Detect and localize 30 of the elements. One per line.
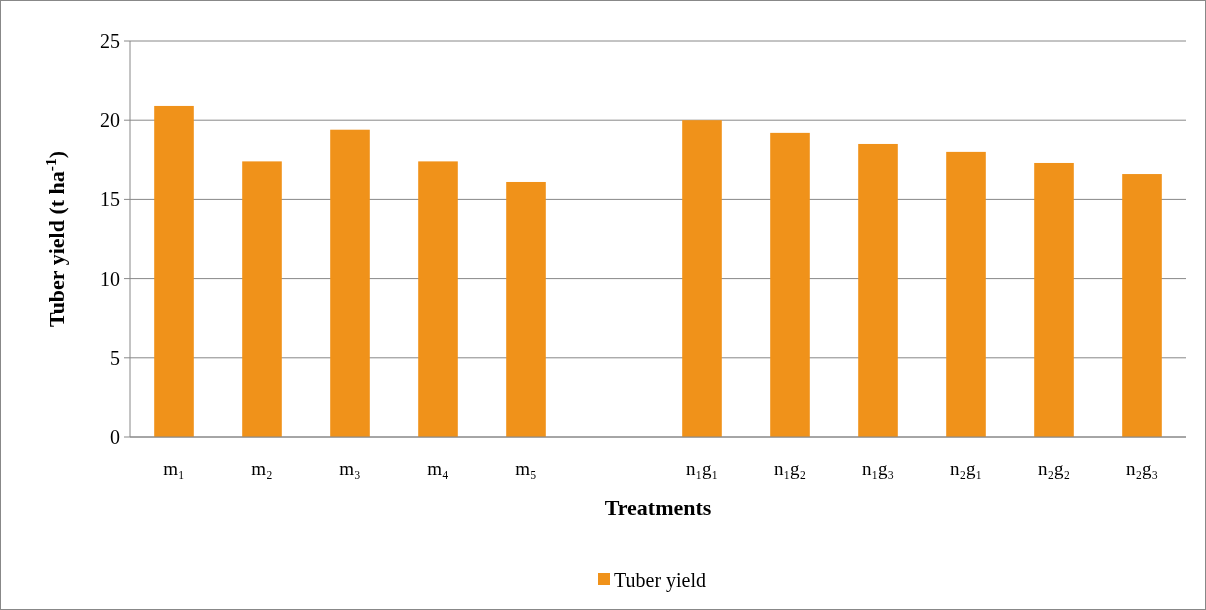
x-tick-label: n₁g₂ — [773, 458, 807, 479]
bar — [770, 132, 810, 437]
legend-label: Tuber yield — [614, 569, 707, 592]
bar — [506, 181, 546, 437]
y-tick-label: 0 — [110, 426, 120, 448]
y-tick-label: 15 — [100, 188, 120, 211]
x-tick-label: n₁g₁ — [685, 458, 719, 479]
bar — [330, 129, 370, 437]
bar — [1122, 174, 1162, 437]
x-tick-label: n₁g₃ — [861, 458, 895, 479]
x-tick-label: n₂g₁ — [949, 458, 983, 479]
x-tick-label: n₂g₂ — [1037, 458, 1071, 479]
x-axis-title: Treatments — [604, 495, 712, 520]
bar — [1034, 162, 1074, 437]
x-tick-label: m₅ — [515, 458, 537, 479]
y-tick-label: 5 — [110, 346, 120, 369]
x-tick-label: m₂ — [251, 458, 273, 479]
x-tick-label: n₂g₃ — [1125, 458, 1159, 479]
bar — [418, 161, 458, 437]
bar — [858, 143, 898, 437]
bar — [154, 105, 194, 437]
bar — [682, 120, 722, 437]
y-tick-label: 20 — [100, 109, 120, 132]
x-tick-label: m₁ — [163, 458, 185, 479]
bar — [946, 151, 986, 437]
y-tick-label: 25 — [100, 30, 120, 52]
bar — [242, 161, 282, 437]
x-tick-label: m₄ — [427, 458, 449, 479]
y-tick-label: 10 — [100, 267, 120, 290]
x-tick-label: m₃ — [339, 458, 361, 479]
